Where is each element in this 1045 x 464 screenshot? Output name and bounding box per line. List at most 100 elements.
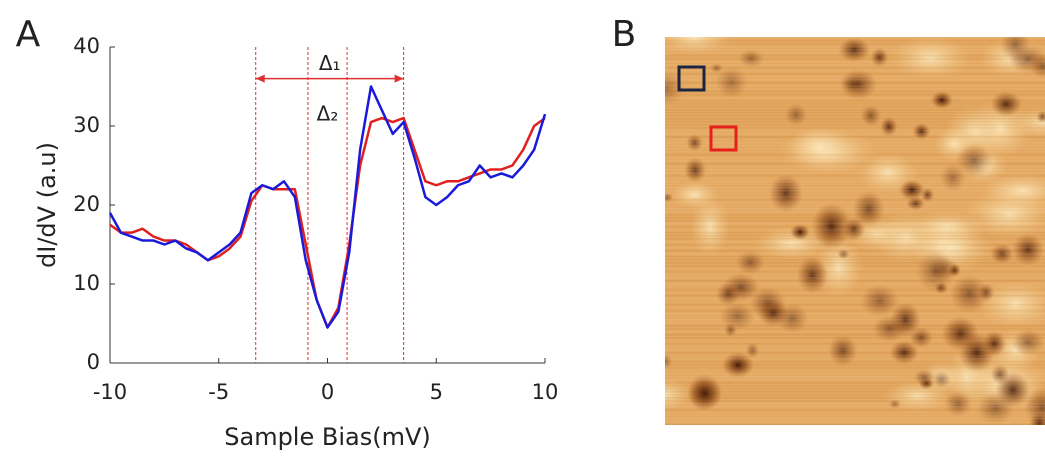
scan-line	[665, 157, 1045, 159]
scan-line	[665, 196, 1045, 198]
x-tick-label: -10	[93, 380, 127, 404]
scan-line	[665, 73, 1045, 75]
scan-line	[665, 175, 1045, 177]
scan-line	[665, 37, 1045, 39]
scan-line	[665, 235, 1045, 237]
scan-line	[665, 187, 1045, 189]
scan-line	[665, 94, 1045, 96]
scan-line	[665, 40, 1045, 42]
dark-spot	[769, 173, 803, 213]
dark-spot	[719, 302, 756, 331]
scan-line	[665, 391, 1045, 393]
scan-line	[665, 142, 1045, 144]
scan-line	[665, 289, 1045, 291]
scan-line	[665, 370, 1045, 372]
scan-line	[665, 106, 1045, 108]
scan-line	[665, 127, 1045, 129]
scan-line	[665, 85, 1045, 87]
x-tick-label: 0	[321, 380, 334, 404]
dark-spot	[665, 192, 674, 202]
scan-line	[665, 109, 1045, 111]
dark-spot	[811, 202, 852, 250]
scan-line	[665, 118, 1045, 120]
scan-line	[665, 265, 1045, 267]
scan-line	[665, 145, 1045, 147]
x-tick-label: -5	[208, 380, 229, 404]
scan-line	[665, 343, 1045, 345]
annotation-label: Δ₁	[319, 51, 341, 75]
y-tick-label: 10	[73, 271, 100, 295]
scan-line	[665, 409, 1045, 411]
scan-line	[665, 253, 1045, 255]
dark-spot	[1011, 329, 1045, 356]
dark-spot	[722, 352, 754, 378]
red-marker-box	[709, 125, 738, 152]
scan-line	[665, 205, 1045, 207]
dark-spot	[686, 134, 704, 152]
dark-spot	[977, 283, 995, 302]
scan-line	[665, 223, 1045, 225]
bright-patch	[752, 226, 830, 260]
annotation-label: Δ₂	[317, 102, 339, 126]
dark-spot	[956, 143, 993, 178]
scan-line	[665, 322, 1045, 324]
scan-line	[665, 43, 1045, 45]
scan-line	[665, 271, 1045, 273]
dark-spot	[841, 75, 865, 93]
scan-line	[665, 325, 1045, 327]
scan-line	[665, 337, 1045, 339]
scan-line	[665, 352, 1045, 354]
scan-line	[665, 139, 1045, 141]
scan-line	[665, 403, 1045, 405]
scan-line	[665, 151, 1045, 153]
scan-line	[665, 358, 1045, 360]
scan-line	[665, 283, 1045, 285]
scan-line	[665, 424, 1045, 425]
scan-line	[665, 112, 1045, 114]
y-tick-label: 30	[73, 113, 100, 137]
scan-line	[665, 421, 1045, 423]
scan-line	[665, 220, 1045, 222]
scan-line	[665, 214, 1045, 216]
scan-line	[665, 46, 1045, 48]
scan-line	[665, 376, 1045, 378]
scan-line	[665, 394, 1045, 396]
scan-line	[665, 286, 1045, 288]
scan-line	[665, 340, 1045, 342]
dark-spot	[1008, 44, 1045, 74]
scan-line	[665, 274, 1045, 276]
scan-line	[665, 148, 1045, 150]
dark-spot	[828, 334, 858, 367]
scan-line	[665, 103, 1045, 105]
dark-spot	[949, 274, 989, 313]
dark-spot	[852, 190, 885, 228]
scan-line	[665, 388, 1045, 390]
scan-line	[665, 244, 1045, 246]
scan-line	[665, 418, 1045, 420]
dark-spot	[738, 49, 764, 68]
bright-patch	[980, 173, 1045, 208]
scan-line	[665, 319, 1045, 321]
x-tick-label: 10	[532, 380, 559, 404]
scan-line	[665, 397, 1045, 399]
data-line	[109, 116, 546, 329]
dark-spot	[990, 364, 1010, 385]
scan-line	[665, 415, 1045, 417]
scan-line	[665, 121, 1045, 123]
scan-line	[665, 178, 1045, 180]
scan-line	[665, 229, 1045, 231]
scan-line	[665, 97, 1045, 99]
scan-line	[665, 361, 1045, 363]
dark-spot	[888, 399, 902, 409]
scan-line	[665, 262, 1045, 264]
scan-line	[665, 385, 1045, 387]
scan-line	[665, 169, 1045, 171]
dark-spot	[872, 315, 908, 342]
scan-line	[665, 406, 1045, 408]
scan-line	[665, 349, 1045, 351]
scan-line	[665, 256, 1045, 258]
scan-line	[665, 208, 1045, 210]
dark-spot	[870, 47, 889, 67]
dark-spot	[745, 342, 760, 359]
